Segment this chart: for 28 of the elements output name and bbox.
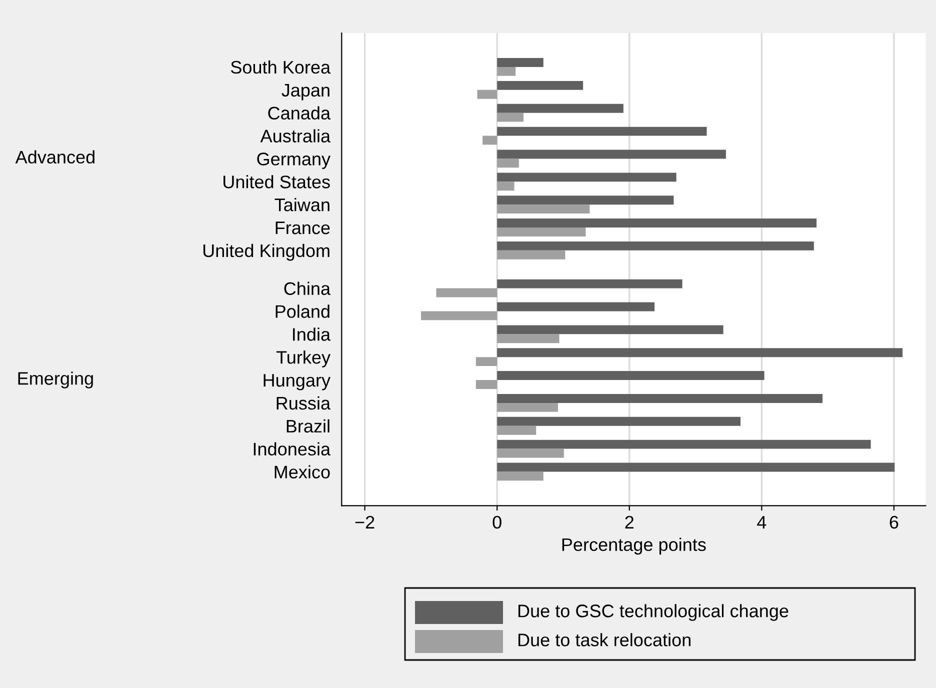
x-tick-label: 2 [625, 516, 634, 528]
y-tick-label: United States [224, 175, 330, 188]
legend-label: Due to task relocation [518, 633, 690, 646]
y-tick-label: Taiwan [274, 198, 330, 212]
legend-label: Due to GSC technological change [518, 604, 788, 621]
y-tick-label: Hungary [264, 374, 330, 390]
y-tick-label: Brazil [286, 419, 330, 433]
x-tick-label: 4 [757, 516, 766, 528]
y-tick-label: Germany [257, 152, 330, 169]
y-tick-label: India [293, 328, 331, 341]
y-tick-label: China [284, 282, 331, 295]
x-tick-label: 0 [492, 516, 502, 529]
y-tick-label: France [276, 222, 330, 234]
y-tick-label: Indonesia [254, 442, 331, 456]
text: Emerging [18, 372, 93, 388]
y-tick-label: United Kingdom [203, 244, 330, 261]
y-tick-label: Canada [268, 106, 331, 120]
y-tick-label: Japan [282, 84, 330, 100]
text: Advanced [15, 150, 94, 164]
x-axis-title: Percentage points [562, 538, 706, 555]
x-tick-label: −2 [355, 516, 374, 528]
x-tick-label: 6 [890, 516, 898, 529]
y-tick-label: Mexico [274, 465, 330, 478]
y-tick-label: Poland [276, 304, 330, 318]
y-tick-label: Turkey [276, 350, 330, 368]
y-tick-label: South Korea [230, 60, 331, 74]
y-tick-label: Russia [276, 396, 331, 410]
y-tick-label: Australia [260, 129, 331, 142]
